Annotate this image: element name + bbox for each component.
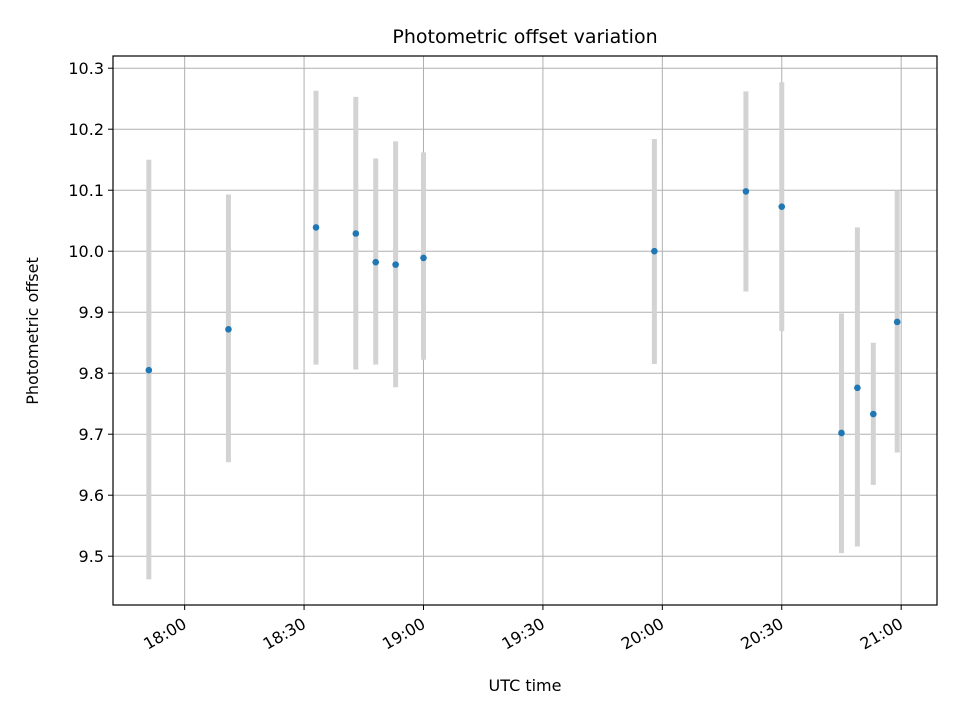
data-point <box>312 224 320 231</box>
data-point <box>372 258 380 266</box>
y-tick-label: 10.3 <box>68 59 104 78</box>
y-tick-label: 10.1 <box>68 181 104 200</box>
y-axis-label: Photometric offset <box>23 257 42 405</box>
data-point <box>870 410 877 418</box>
y-tick-label: 10.2 <box>68 120 104 139</box>
y-axis: 9.5 9.6 9.7 9.8 9.9 10.0 10.1 10.2 10.3 <box>68 59 113 566</box>
data-point <box>854 384 861 392</box>
data-point <box>352 230 360 237</box>
x-axis-label: UTC time <box>489 676 562 695</box>
y-tick-label: 9.6 <box>79 486 104 505</box>
plot-frame <box>112 55 938 606</box>
data-point <box>392 261 399 268</box>
data-point <box>225 325 232 333</box>
data-point <box>893 318 901 326</box>
data-points <box>145 188 901 437</box>
y-tick-label: 9.5 <box>79 547 104 566</box>
data-point <box>651 247 658 255</box>
data-point <box>838 429 845 437</box>
data-point <box>145 366 153 374</box>
data-point <box>742 188 750 195</box>
y-tick-label: 9.7 <box>79 425 104 444</box>
data-point <box>420 254 427 262</box>
y-tick-label: 9.9 <box>79 303 104 322</box>
y-tick-label: 9.8 <box>79 364 104 383</box>
data-point <box>778 203 786 210</box>
chart-title: Photometric offset variation <box>392 26 657 48</box>
y-tick-label: 10.0 <box>68 242 104 261</box>
